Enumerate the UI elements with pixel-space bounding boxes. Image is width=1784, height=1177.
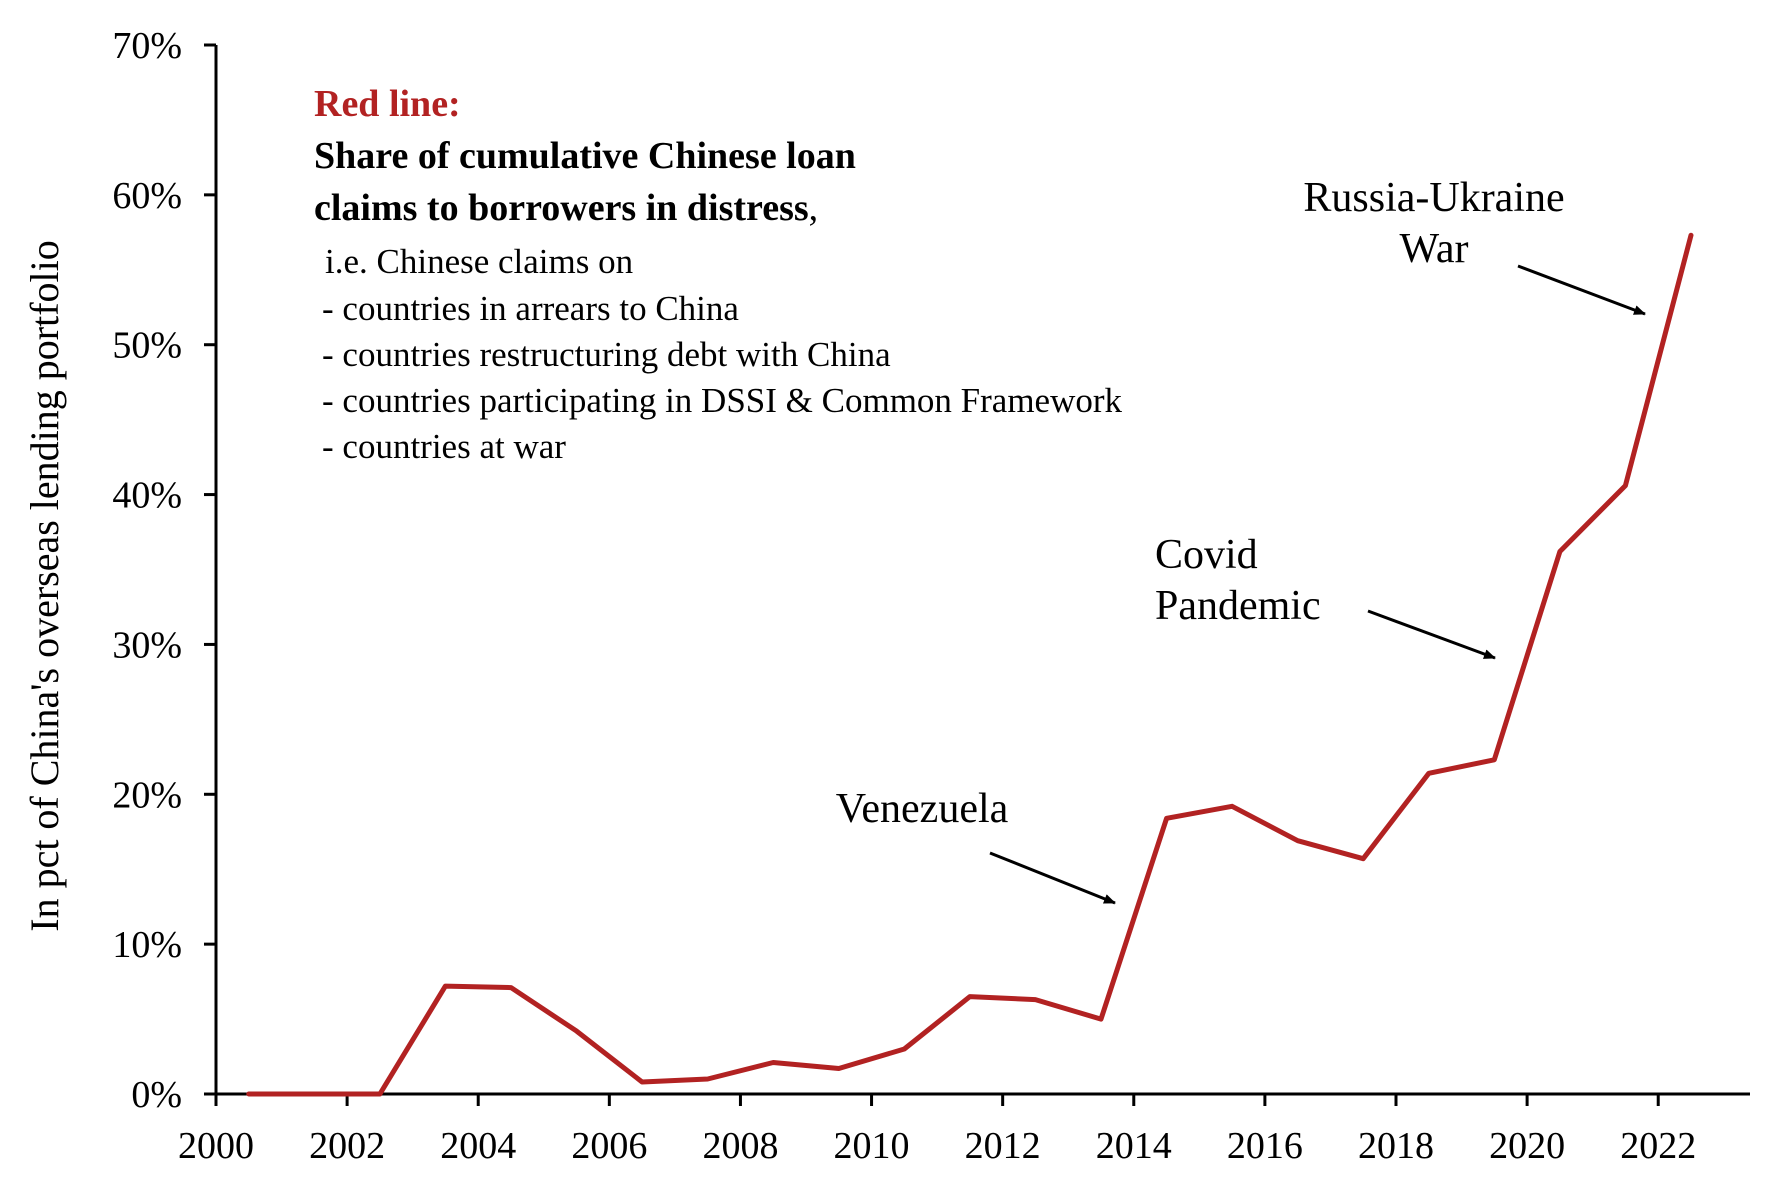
y-axis-ticks: 0% 10% 20% 30% 40% 50% 60% 70% <box>112 25 216 1116</box>
y-tick-label: 60% <box>112 175 182 217</box>
annotation-covid-line-2: Pandemic <box>1155 583 1321 629</box>
x-tick-label: 2016 <box>1227 1125 1303 1167</box>
x-tick-label: 2008 <box>702 1125 778 1167</box>
annotation-covid-arrow <box>1368 611 1495 658</box>
legend-detail-line-2: - countries in arrears to China <box>322 289 739 328</box>
legend-bold-line-1: Share of cumulative Chinese loan <box>314 135 856 177</box>
annotation-russia-ukraine-line-2: War <box>1400 226 1469 272</box>
annotation-russia-ukraine-arrow <box>1518 266 1645 314</box>
x-tick-label: 2010 <box>834 1125 910 1167</box>
x-tick-label: 2004 <box>440 1125 516 1167</box>
x-tick-label: 2012 <box>965 1125 1041 1167</box>
annotation-venezuela-arrow <box>990 853 1115 903</box>
x-tick-label: 2022 <box>1620 1125 1696 1167</box>
x-axis-ticks: 2000 2002 2004 2006 2008 2010 2012 2014 2016 2018… <box>178 1094 1696 1167</box>
y-tick-label: 30% <box>112 624 182 666</box>
annotation-covid-line-1: Covid <box>1155 532 1258 578</box>
legend-note: Red line: Share of cumulative Chinese lo… <box>314 83 1123 466</box>
annotations: Venezuela Covid Pandemic Russia-Ukraine … <box>836 175 1645 903</box>
y-tick-label: 0% <box>131 1074 182 1116</box>
legend-bold-line-2: claims to borrowers in distress, <box>314 187 818 229</box>
legend-detail-line-3: - countries restructuring debt with Chin… <box>322 335 891 374</box>
y-tick-label: 20% <box>112 774 182 816</box>
x-tick-label: 2000 <box>178 1125 254 1167</box>
x-tick-label: 2006 <box>571 1125 647 1167</box>
x-tick-label: 2002 <box>309 1125 385 1167</box>
x-tick-label: 2020 <box>1489 1125 1565 1167</box>
y-tick-label: 40% <box>112 475 182 517</box>
y-tick-label: 70% <box>112 25 182 67</box>
legend-heading: Red line: <box>314 83 461 125</box>
legend-detail-line-1: i.e. Chinese claims on <box>325 242 633 281</box>
x-tick-label: 2018 <box>1358 1125 1434 1167</box>
y-tick-label: 50% <box>112 325 182 367</box>
y-tick-label: 10% <box>112 924 182 966</box>
x-tick-label: 2014 <box>1096 1125 1172 1167</box>
legend-detail-line-4: - countries participating in DSSI & Comm… <box>322 381 1123 420</box>
annotation-russia-ukraine-line-1: Russia-Ukraine <box>1303 175 1564 221</box>
legend-detail-line-5: - countries at war <box>322 427 566 466</box>
annotation-venezuela: Venezuela <box>836 786 1009 832</box>
y-axis-label: In pct of China's overseas lending portf… <box>22 240 67 932</box>
